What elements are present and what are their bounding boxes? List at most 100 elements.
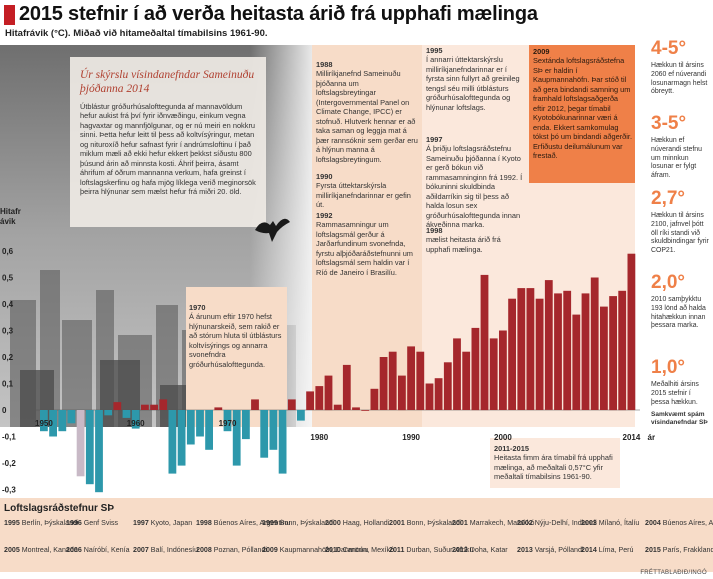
- conference-entry: 2006 Naíróbí, Kenía: [66, 546, 130, 555]
- conference-entry: 2004 Búenos Aíres, Argentínu: [645, 519, 713, 528]
- conference-place: Montreal, Kanada: [21, 546, 78, 554]
- bar: [333, 404, 342, 410]
- y-axis-label: Hitafr ávik: [0, 207, 21, 226]
- bar: [517, 288, 526, 410]
- conference-year: 2002: [517, 519, 533, 527]
- bar: [260, 410, 269, 458]
- conference-place: Durban, Suður-Afríku: [406, 546, 474, 554]
- inset-title: Úr skýrslu vísindanefndar Sameinuðu þjóð…: [80, 69, 255, 96]
- timeline-text: Rammasamningur um loftslagsmál gerður á …: [316, 220, 413, 277]
- conference-place: Bonn, Þýskalandi: [406, 519, 462, 527]
- bar: [85, 410, 94, 485]
- bar: [361, 410, 370, 411]
- bar: [434, 378, 443, 410]
- bar: [150, 404, 158, 410]
- forecast-value: 2,0°: [651, 272, 686, 293]
- timeline-title: 1990: [316, 172, 333, 181]
- conference-year: 2001: [452, 519, 468, 527]
- timeline-title: 1992: [316, 211, 333, 220]
- y-tick-label: -0,2: [2, 459, 16, 468]
- bar: [214, 407, 223, 410]
- conference-year: 2005: [4, 546, 20, 554]
- bar: [168, 410, 177, 474]
- conference-year: 2013: [517, 546, 533, 554]
- timeline-title: 1998: [426, 226, 443, 235]
- conference-entry: 1997 Kyoto, Japan: [133, 519, 192, 528]
- conference-year: 2009: [262, 546, 278, 554]
- conference-place: Poznan, Póllandi: [213, 546, 268, 554]
- conference-year: 2000: [325, 519, 341, 527]
- conference-entry: 2013 Varsjá, Póllandi: [517, 546, 584, 555]
- conference-entry: 2011 Durban, Suður-Afríku: [389, 546, 473, 555]
- bar: [489, 338, 498, 410]
- timeline-1992: 1992 Rammasamningur um loftslagsmál gerðu…: [316, 211, 418, 277]
- bar: [581, 293, 590, 410]
- bar: [278, 410, 287, 474]
- conference-entry: 2007 Balí, Indónesíu: [133, 546, 198, 555]
- bar: [196, 410, 204, 437]
- bar: [462, 351, 471, 410]
- bar: [388, 351, 397, 410]
- headline: 2015 stefnir í að verða heitasta árið fr…: [4, 3, 538, 26]
- timeline-title: 1995: [426, 46, 443, 55]
- timeline-1970: 1970 Á árunum eftir 1970 hefst hlýnunarsk…: [189, 303, 283, 369]
- timeline-text: mælist heitasta árið frá upphafi mælinga…: [426, 235, 501, 254]
- bar: [618, 290, 627, 411]
- forecast-text: Hækkun ef núverandi stefnu um minnkun lo…: [651, 137, 702, 180]
- bar: [535, 298, 544, 410]
- timeline-panels: [186, 45, 635, 488]
- conference-place: Kaupmannahöfn, Danmörku: [279, 546, 369, 554]
- timeline-text: Sextánda loftslagsráðstefna SÞ er haldin…: [533, 56, 633, 161]
- conference-entry: 1995 Berlín, Þýskalandi: [4, 519, 79, 528]
- forecast-text: Meðalhiti ársins 2015 stefnir í þessa hæ…: [651, 381, 699, 406]
- bar: [177, 410, 186, 466]
- conference-list-title: Loftslagsráðstefnur SÞ: [4, 503, 115, 514]
- timeline-2009: 2009 Sextánda loftslagsráðstefna SÞ er ha…: [533, 47, 632, 161]
- x-tick-label: 2014: [623, 433, 641, 442]
- bar: [627, 253, 636, 410]
- bar: [471, 327, 480, 411]
- x-tick-label: 1960: [127, 419, 145, 428]
- conference-place: Berlín, Þýskalandi: [21, 519, 79, 527]
- bar: [76, 410, 85, 477]
- forecast-value: 2,7°: [651, 188, 686, 209]
- credit: FRÉTTABLAÐIÐ/INGÓ: [640, 570, 707, 576]
- bar: [324, 375, 333, 411]
- timeline-title: 2011-2015: [494, 444, 529, 453]
- conference-year: 2003: [581, 519, 597, 527]
- timeline-text: Heitasta fimm ára tímabil frá upphafi mæ…: [494, 453, 613, 482]
- x-tick-label: 1970: [219, 419, 237, 428]
- bar: [242, 410, 250, 440]
- bar: [251, 399, 259, 410]
- forecast-text: Hækkun til ársins 2060 ef núverandi losu…: [651, 62, 708, 96]
- bar: [58, 410, 67, 432]
- bar: [379, 357, 388, 410]
- timeline-text: Milliríkjanefnd Sameinuðu þjóðanna um lo…: [316, 69, 418, 164]
- conference-year: 1996: [66, 519, 82, 527]
- x-tick-label: 1980: [310, 433, 328, 442]
- timeline-2011-2015: 2011-2015 Heitasta fimm ára tímabil frá u…: [494, 444, 618, 482]
- conference-place: Haag, Hollandi: [342, 519, 390, 527]
- timeline-1990: 1990 Fyrsta úttektarskýrsla milliríkjanef…: [316, 172, 418, 210]
- conference-entry: 2012 Doha, Katar: [452, 546, 508, 555]
- conference-year: 1998: [196, 519, 212, 527]
- timeline-text: Á árunum eftir 1970 hefst hlýnunarskeið,…: [189, 312, 282, 369]
- conference-year: 2015: [645, 546, 661, 554]
- bar: [416, 351, 425, 410]
- bar: [104, 410, 113, 416]
- y-tick-label: -0,3: [2, 486, 16, 495]
- bar: [95, 410, 103, 493]
- y-tick-label: 0,3: [2, 327, 14, 336]
- bar: [159, 399, 168, 410]
- conference-place: Varsjá, Póllandi: [534, 546, 584, 554]
- timeline-title: 1988: [316, 60, 333, 69]
- conference-list: Loftslagsráðstefnur SÞ 1995 Berlín, Þýsk…: [0, 498, 713, 572]
- bar: [508, 298, 516, 410]
- bar: [480, 274, 489, 411]
- forecast-text: Hækkun til ársins 2100, jafnvel þótt öll…: [651, 212, 709, 255]
- conference-year: 2008: [196, 546, 212, 554]
- bar: [554, 293, 562, 410]
- conference-place: Bonn, Þýskalandi: [279, 519, 335, 527]
- conference-year: 2004: [645, 519, 661, 527]
- conference-place: Kyoto, Japan: [150, 519, 193, 527]
